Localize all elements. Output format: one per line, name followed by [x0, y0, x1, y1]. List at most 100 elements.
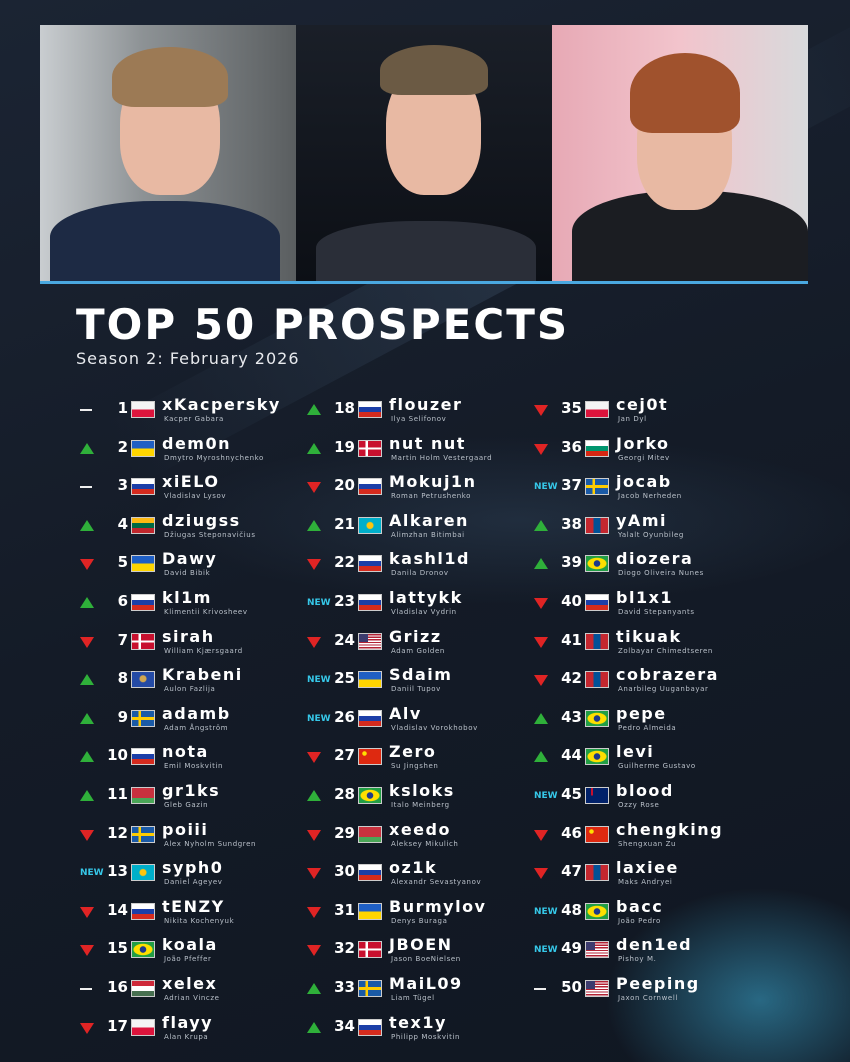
player-nickname: tikuak — [616, 626, 682, 646]
player-real-name: Guilherme Gustavo — [618, 762, 696, 771]
player-nickname: Burmylov — [389, 896, 487, 916]
player-real-name: David Stepanyants — [618, 607, 695, 616]
player-real-name: Ilya Selifonov — [391, 415, 447, 423]
player-real-name: Pishoy M. — [618, 955, 657, 964]
rank-number: 42 — [561, 669, 582, 688]
player-real-name: Kacper Gabara — [164, 415, 224, 423]
flag-ru-icon — [131, 478, 155, 496]
player-nickname: levi — [616, 742, 655, 762]
ranking-row: 7 sirah William Kjærsgaard — [80, 627, 300, 666]
ranking-row: 39 diozera Diogo Oliveira Nunes — [534, 549, 754, 588]
flag-pl-icon — [585, 401, 609, 418]
player-real-name: Alexandr Sevastyanov — [391, 878, 482, 887]
rank-number: 5 — [117, 553, 128, 572]
player-nickname: cobrazera — [616, 665, 719, 685]
player-nickname: blood — [616, 780, 674, 800]
trend-up-icon — [80, 789, 98, 803]
player-real-name: Vladislav Lysov — [164, 492, 227, 501]
trend-down-icon — [80, 828, 98, 842]
trend-up-icon — [80, 750, 98, 764]
trend-up-icon — [307, 403, 325, 417]
player-nickname: Dawy — [162, 549, 218, 569]
rank-number: 33 — [334, 977, 355, 996]
flag-pl-icon — [131, 1018, 155, 1036]
ranking-row: 46 chengking Shengxuan Zu — [534, 820, 754, 859]
trend-up-icon — [534, 557, 552, 571]
flag-ru-icon — [358, 555, 382, 573]
ranking-row: NEW 45 blood Ozzy Rose — [534, 781, 754, 820]
ranking-row: 3 xiELO Vladislav Lysov — [80, 472, 300, 511]
trend-up-icon — [80, 712, 98, 726]
ranking-row: 11 gr1ks Gleb Gazin — [80, 781, 300, 820]
player-real-name: Italo Meinberg — [391, 800, 450, 809]
flag-ua-icon — [358, 902, 382, 920]
trend-down-icon — [80, 557, 98, 571]
player-real-name: Vladislav Vorokhobov — [391, 723, 478, 732]
flag-ru-icon — [358, 401, 382, 418]
trend-up-icon — [80, 519, 98, 533]
player-real-name: João Pedro — [618, 916, 661, 925]
rank-number: 39 — [561, 553, 582, 572]
ranking-row: 5 Dawy David Bibik — [80, 549, 300, 588]
player-photo-left — [40, 25, 296, 281]
rank-number: 49 — [561, 939, 582, 958]
rank-number: 40 — [561, 591, 582, 610]
flag-br-icon — [585, 748, 609, 766]
rank-number: 6 — [117, 591, 128, 610]
trend-down-icon — [80, 943, 98, 957]
player-real-name: João Pfeffer — [164, 955, 212, 964]
rank-number: 46 — [561, 823, 582, 842]
ranking-row: 14 tENZY Nikita Kochenyuk — [80, 897, 300, 936]
player-photo-center — [296, 25, 552, 281]
rank-number: 36 — [561, 437, 582, 456]
rank-number: 26 — [334, 707, 355, 726]
player-nickname: syph0 — [162, 858, 224, 878]
flag-mn-icon — [585, 632, 609, 650]
flag-se-icon — [131, 825, 155, 843]
player-nickname: kashl1d — [389, 549, 470, 569]
rank-number: 50 — [561, 977, 582, 996]
trend-unchanged-icon — [80, 982, 98, 996]
rank-number: 3 — [117, 476, 128, 495]
ranking-row: 27 Zero Su Jingshen — [307, 742, 527, 781]
flag-dk-icon — [131, 632, 155, 650]
rank-number: 12 — [107, 823, 128, 842]
player-nickname: bl1x1 — [616, 587, 674, 607]
flag-ru-icon — [131, 902, 155, 920]
trend-down-icon — [534, 866, 552, 880]
ranking-row: 1 xKacpersky Kacper Gabara — [80, 395, 300, 434]
player-real-name: Dmytro Myroshnychenko — [164, 453, 264, 462]
trend-down-icon — [534, 596, 552, 610]
player-nickname: dem0n — [162, 433, 231, 453]
ranking-row: 22 kashl1d Danila Dronov — [307, 549, 527, 588]
rank-number: 43 — [561, 707, 582, 726]
new-badge: NEW — [534, 790, 558, 801]
trend-up-icon — [307, 442, 325, 456]
player-real-name: Alan Krupa — [164, 1032, 209, 1041]
rank-number: 13 — [107, 862, 128, 881]
rank-number: 1 — [117, 399, 128, 417]
player-nickname: chengking — [616, 819, 724, 839]
flag-by-icon — [358, 825, 382, 843]
player-real-name: Nikita Kochenyuk — [164, 916, 235, 925]
ranking-row: NEW 49 den1ed Pishoy M. — [534, 935, 754, 974]
rank-number: 17 — [107, 1016, 128, 1035]
player-real-name: Alimzhan Bitimbai — [391, 530, 465, 539]
ranking-row: 17 flayy Alan Krupa — [80, 1013, 300, 1052]
rank-number: 32 — [334, 939, 355, 958]
flag-xk-icon — [131, 671, 155, 689]
flag-br-icon — [131, 941, 155, 959]
flag-ru-icon — [131, 748, 155, 766]
rank-number: 45 — [561, 784, 582, 803]
player-real-name: Zolbayar Chimedtseren — [618, 646, 713, 655]
trend-down-icon — [307, 943, 325, 957]
player-nickname: Jorko — [616, 433, 670, 453]
player-real-name: Aleksey Mikulich — [391, 839, 459, 848]
player-real-name: Jacob Nerheden — [618, 492, 682, 501]
player-nickname: gr1ks — [162, 780, 221, 800]
player-real-name: Anarbileg Uuganbayar — [618, 685, 709, 694]
rank-number: 23 — [334, 591, 355, 610]
flag-ua-icon — [358, 671, 382, 689]
player-nickname: jocab — [616, 472, 672, 492]
ranking-row: 10 nota Emil Moskvitin — [80, 742, 300, 781]
